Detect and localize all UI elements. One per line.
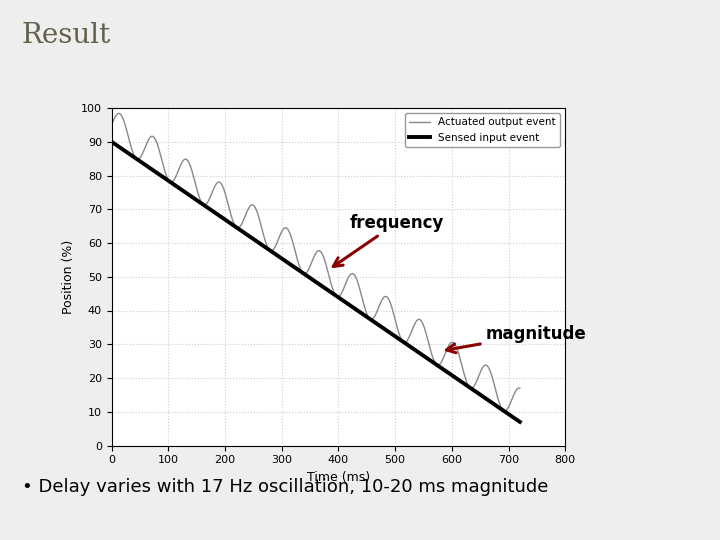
Text: magnitude: magnitude	[446, 325, 587, 353]
Actuated output event	[349, 271, 358, 278]
Actuated output event	[114, 110, 123, 117]
Text: Result: Result	[22, 22, 111, 49]
Actuated output event	[499, 407, 508, 414]
Actuated output event	[107, 122, 116, 128]
Actuated output event	[326, 278, 335, 284]
Sensed input event	[504, 410, 513, 417]
Text: frequency: frequency	[333, 214, 444, 267]
Actuated output event	[297, 267, 305, 273]
X-axis label: Time (ms): Time (ms)	[307, 471, 370, 484]
Sensed input event	[503, 410, 512, 417]
Text: • Delay varies with 17 Hz oscillation, 10-20 ms magnitude: • Delay varies with 17 Hz oscillation, 1…	[22, 478, 548, 496]
Actuated output event	[516, 385, 524, 392]
Sensed input event	[516, 418, 524, 425]
Sensed input event	[128, 153, 137, 159]
Sensed input event	[295, 267, 304, 274]
Line: Actuated output event: Actuated output event	[112, 113, 520, 411]
Line: Sensed input event: Sensed input event	[112, 141, 520, 422]
Legend: Actuated output event, Sensed input event: Actuated output event, Sensed input even…	[405, 113, 560, 147]
Actuated output event	[217, 181, 226, 187]
Sensed input event	[107, 138, 116, 145]
Sensed input event	[306, 275, 315, 281]
Actuated output event	[512, 387, 521, 393]
Y-axis label: Position (%): Position (%)	[63, 240, 76, 314]
Actuated output event	[500, 408, 509, 414]
Sensed input event	[428, 359, 437, 366]
